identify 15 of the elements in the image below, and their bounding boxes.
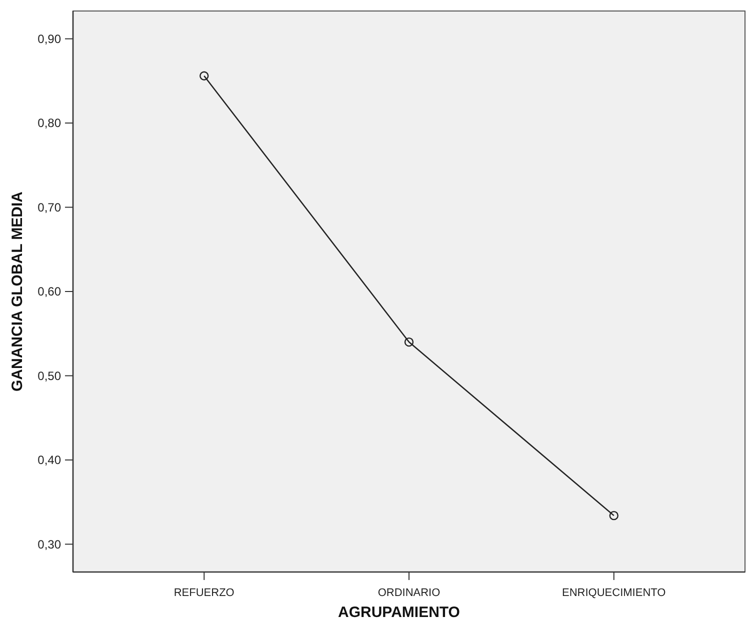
point xyxy=(609,510,618,520)
y-tick-label: 0,70 xyxy=(38,200,62,214)
y-axis-title: GANANCIA GLOBAL MEDIA xyxy=(9,191,26,392)
x-axis-title: AGRUPAMIENTO xyxy=(338,604,460,621)
x-tick-label: ENRIQUECIMIENTO xyxy=(562,587,666,599)
y-tick-label: 0,90 xyxy=(38,32,62,46)
x-tick-label: REFUERZO xyxy=(174,587,235,599)
y-tick-label: 0,50 xyxy=(38,368,62,383)
y-tick-label: 0,80 xyxy=(38,116,62,130)
x-tick-label: ORDINARIO xyxy=(378,587,441,599)
point xyxy=(404,337,414,347)
y-tick-label: 0,30 xyxy=(38,537,62,552)
y-tick-label: 0,60 xyxy=(38,284,62,299)
point xyxy=(200,71,209,80)
y-tick-label: 0,40 xyxy=(38,453,62,468)
